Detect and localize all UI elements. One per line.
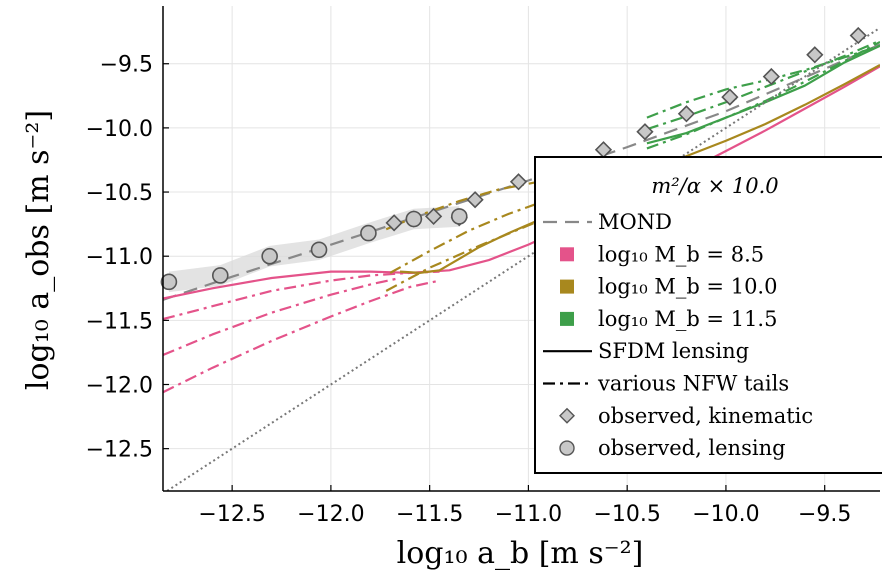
- x-tick-label: −11.0: [495, 502, 562, 527]
- legend-entry: observed, lensing: [559, 436, 786, 460]
- y-tick-label: −10.0: [86, 117, 153, 142]
- legend-label: log₁₀ M_b = 8.5: [598, 242, 764, 266]
- x-tick-label: −10.5: [593, 502, 660, 527]
- x-tick-label: −10.0: [692, 502, 759, 527]
- axes: [162, 6, 880, 492]
- legend-title: m²/α × 10.0: [651, 174, 778, 198]
- legend-label: log₁₀ M_b = 11.5: [598, 307, 777, 331]
- kinematic-point: [385, 214, 403, 232]
- lensing-point: [211, 267, 229, 284]
- kinematic-point: [466, 191, 484, 209]
- y-tick-label: −11.0: [86, 245, 153, 270]
- kinematic-point: [721, 88, 739, 106]
- kinematic-point: [636, 123, 654, 141]
- lensing-point: [405, 210, 423, 228]
- lensing-point: [360, 224, 377, 242]
- y-tick-label: −11.5: [86, 309, 153, 334]
- kinematic-point: [509, 173, 528, 191]
- y-tick-label: −12.5: [86, 438, 153, 463]
- legend-label: observed, lensing: [598, 436, 786, 460]
- legend-swatch: [560, 311, 574, 326]
- legend-box: [534, 156, 882, 474]
- y-axis-label: log₁₀ a_obs [m s⁻²]: [21, 110, 56, 390]
- series-line-log-m-b-11-5-nfw-tail-2: [646, 39, 880, 131]
- series-line-log-m-b-8-5-nfw-tail-2: [163, 276, 401, 357]
- y-tick-label: −10.5: [86, 181, 153, 206]
- legend-swatch: [560, 247, 574, 262]
- kinematic-point: [806, 46, 824, 64]
- legend-label: various NFW tails: [597, 372, 789, 396]
- lensing-point: [261, 247, 278, 265]
- series-line-mond: [163, 43, 880, 301]
- y-tick-label: −12.0: [86, 374, 153, 399]
- legend-entry: SFDM lensing: [543, 339, 749, 363]
- legend-entry: MOND: [543, 210, 672, 234]
- x-tick-label: −11.5: [396, 502, 463, 527]
- x-tick-label: −9.5: [798, 502, 851, 527]
- legend-label: observed, kinematic: [598, 404, 813, 428]
- legend-entry: log₁₀ M_b = 8.5: [560, 242, 764, 266]
- kinematic-point: [849, 26, 867, 45]
- kinematic-point: [594, 141, 613, 159]
- legend-entry: various NFW tails: [543, 372, 789, 396]
- legend-label: log₁₀ M_b = 10.0: [598, 275, 777, 299]
- legend-label: SFDM lensing: [598, 339, 749, 363]
- legend-marker-diamond: [559, 407, 575, 424]
- series-line-log-m-b-11-5-nfw-tail-1: [646, 44, 880, 119]
- ticks: −12.5 −12.0 −11.5 −11.0 −10.5 −10.0 −9.5 −9.5 −1…: [86, 53, 852, 527]
- legend-swatch: [560, 279, 574, 294]
- lensing-point: [310, 241, 328, 259]
- legend-label: MOND: [598, 210, 672, 234]
- lensing-point: [450, 208, 468, 225]
- series-line-log-m-b-11-5-sfdm-lensing: [646, 44, 880, 145]
- kinematic-point: [424, 207, 443, 226]
- x-tick-label: −12.5: [198, 502, 265, 527]
- x-tick-label: −12.0: [297, 502, 364, 527]
- legend: m²/α × 10.0 MOND log₁₀ M_b = 8.5 log₁₀ M_b …: [534, 156, 882, 474]
- legend-entry: log₁₀ M_b = 10.0: [560, 275, 777, 299]
- legend-entry: log₁₀ M_b = 11.5: [560, 307, 777, 331]
- series-line-log-m-b-11-5-nfw-tail-3: [646, 40, 880, 150]
- series-line-log-m-b-8-5-nfw-tail-3: [163, 279, 440, 394]
- lensing-point: [160, 273, 178, 291]
- y-tick-label: −9.5: [100, 53, 153, 78]
- legend-marker-circle: [559, 440, 575, 456]
- kinematic-point: [762, 67, 780, 86]
- x-axis-label: log₁₀ a_b [m s⁻²]: [397, 536, 644, 571]
- kinematic-point: [677, 105, 696, 123]
- series-line-log-m-b-10-0-nfw-tail-2: [389, 175, 648, 274]
- legend-entry: observed, kinematic: [559, 404, 813, 428]
